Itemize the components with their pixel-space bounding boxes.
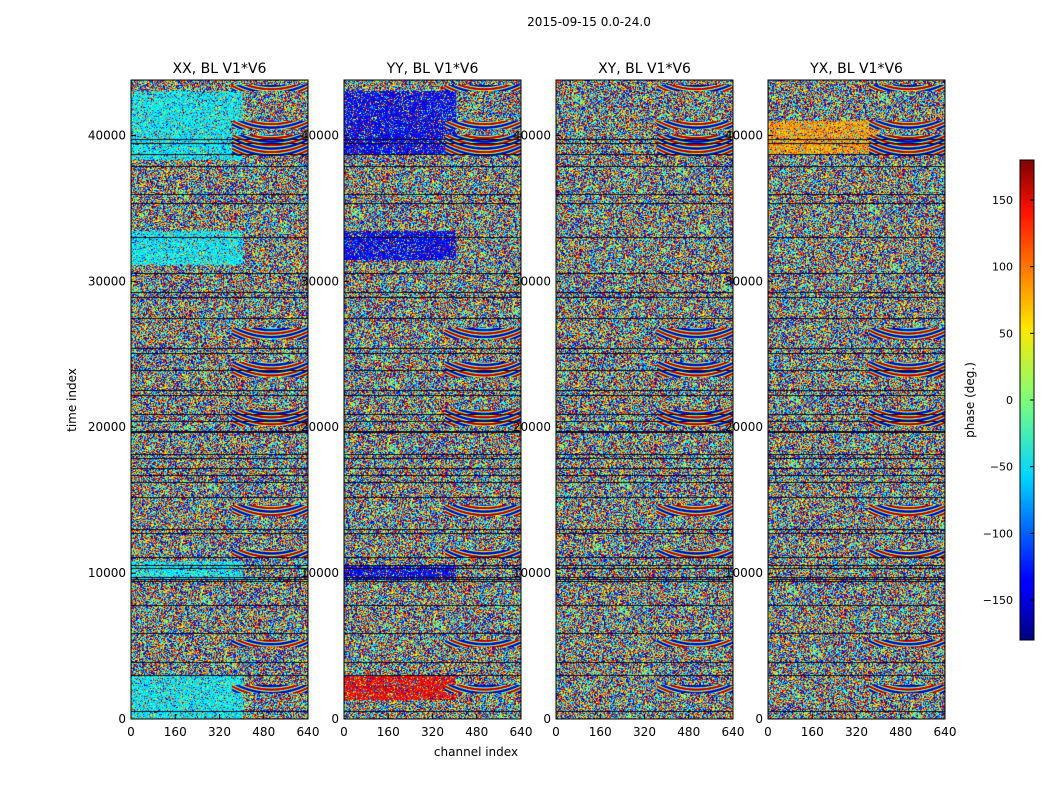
x-tick-label: 640 — [510, 725, 533, 739]
y-tick-label: 30000 — [88, 274, 126, 288]
panel-title: YY, BL V1*V6 — [386, 61, 479, 77]
y-tick-label: 20000 — [88, 420, 126, 434]
x-tick-label: 160 — [377, 725, 400, 739]
colorbar-tick-label: −50 — [990, 461, 1013, 474]
y-tick-label: 0 — [543, 712, 551, 726]
panel-title: XX, BL V1*V6 — [173, 61, 267, 77]
panel-2: YY, BL V1*V6 0 160 320 480 640 0 10000 20000 3000… — [301, 61, 533, 739]
y-tick-label: 40000 — [301, 128, 339, 142]
panel-title: YX, BL V1*V6 — [809, 61, 903, 77]
y-tick-label: 10000 — [301, 566, 339, 580]
x-tick-label: 320 — [421, 725, 444, 739]
colorbar-tick-label: −100 — [983, 527, 1013, 540]
x-tick-label: 480 — [252, 725, 275, 739]
heatmap-image — [556, 80, 733, 719]
x-tick-label: 160 — [589, 725, 612, 739]
x-tick-label: 320 — [208, 725, 231, 739]
panels: XX, BL V1*V6 0 160 320 480 640 0 10000 20000 3000… — [88, 61, 957, 739]
x-tick-label: 0 — [764, 725, 772, 739]
y-tick-label: 0 — [755, 712, 763, 726]
colorbar: −150 −100 −50 0 50 100 150 phase (deg.) — [963, 159, 1035, 641]
panel-4: YX, BL V1*V6 0 160 320 480 640 0 10000 20000 3000… — [725, 61, 957, 739]
x-axis-label: channel index — [434, 745, 518, 759]
x-tick-label: 480 — [889, 725, 912, 739]
y-tick-label: 40000 — [513, 128, 551, 142]
y-tick-label: 40000 — [88, 128, 126, 142]
colorbar-tick-label: −150 — [983, 594, 1013, 607]
colorbar-tick-label: 150 — [992, 194, 1013, 207]
x-tick-label: 320 — [845, 725, 868, 739]
colorbar-ticks: −150 −100 −50 0 50 100 150 — [983, 194, 1034, 607]
y-axis-label: time index — [65, 368, 79, 432]
heatmap-image — [344, 80, 521, 719]
colorbar-label: phase (deg.) — [963, 362, 977, 438]
x-tick-label: 160 — [164, 725, 187, 739]
panel-title: XY, BL V1*V6 — [598, 61, 691, 77]
x-tick-label: 480 — [465, 725, 488, 739]
y-tick-label: 10000 — [725, 566, 763, 580]
panel-1: XX, BL V1*V6 0 160 320 480 640 0 10000 20000 3000… — [88, 61, 320, 739]
y-tick-label: 20000 — [725, 420, 763, 434]
x-tick-label: 0 — [127, 725, 135, 739]
heatmap-image — [768, 80, 945, 719]
colorbar-tick-label: 100 — [992, 261, 1013, 274]
y-tick-label: 30000 — [301, 274, 339, 288]
x-tick-label: 0 — [552, 725, 560, 739]
y-tick-label: 20000 — [301, 420, 339, 434]
x-tick-label: 320 — [633, 725, 656, 739]
panel-3: XY, BL V1*V6 0 160 320 480 640 0 10000 20000 3000… — [513, 61, 745, 739]
x-tick-label: 640 — [934, 725, 957, 739]
y-tick-label: 0 — [331, 712, 339, 726]
x-tick-label: 640 — [722, 725, 745, 739]
y-tick-label: 0 — [118, 712, 126, 726]
x-tick-label: 0 — [340, 725, 348, 739]
x-tick-label: 480 — [677, 725, 700, 739]
colorbar-tick-label: 50 — [999, 327, 1013, 340]
x-tick-label: 640 — [297, 725, 320, 739]
y-tick-label: 30000 — [725, 274, 763, 288]
x-tick-label: 160 — [801, 725, 824, 739]
colorbar-tick-label: 0 — [1006, 394, 1013, 407]
heatmap-image — [131, 80, 308, 719]
y-tick-label: 20000 — [513, 420, 551, 434]
y-tick-label: 10000 — [88, 566, 126, 580]
y-tick-label: 30000 — [513, 274, 551, 288]
figure-suptitle: 2015-09-15 0.0-24.0 — [527, 15, 651, 29]
y-tick-label: 40000 — [725, 128, 763, 142]
y-tick-label: 10000 — [513, 566, 551, 580]
